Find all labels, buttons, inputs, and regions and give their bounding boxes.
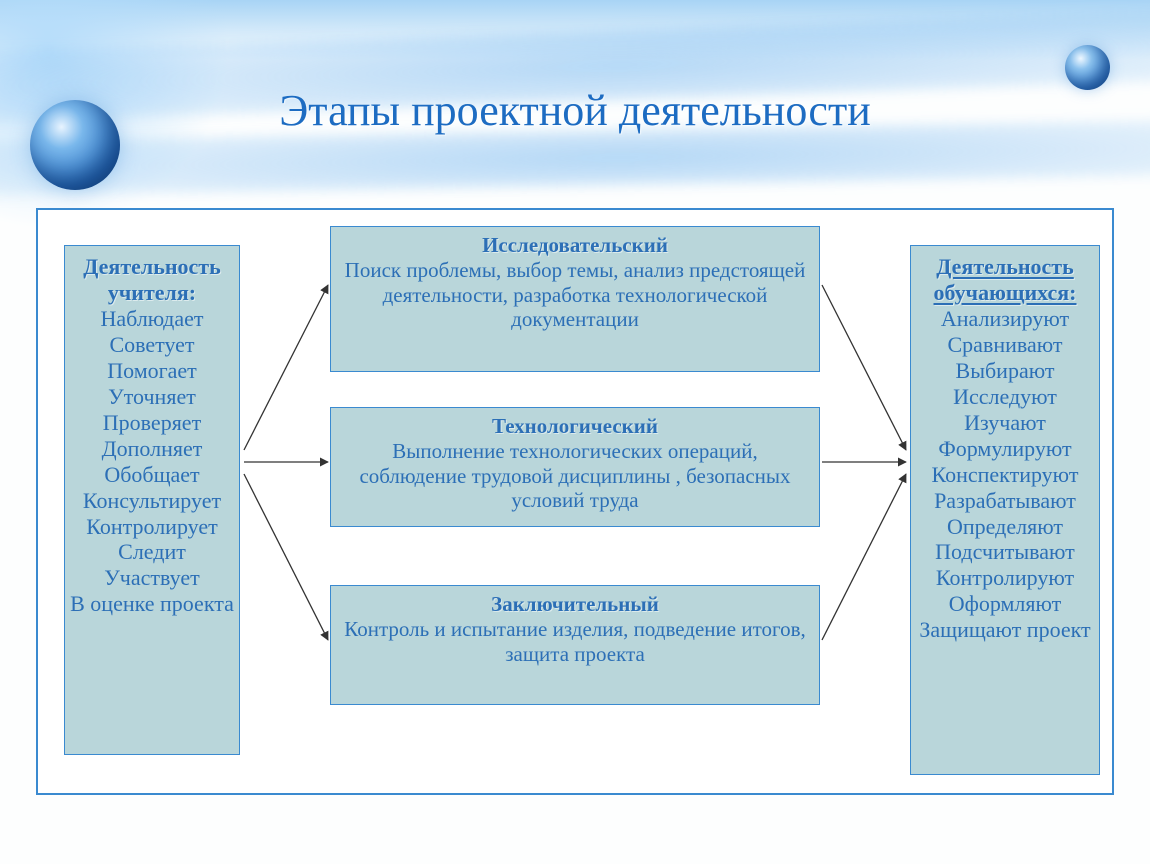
arrows-layer <box>0 0 1150 864</box>
arrow <box>244 285 328 450</box>
arrow <box>244 474 328 640</box>
arrow <box>822 474 906 640</box>
arrow <box>822 285 906 450</box>
